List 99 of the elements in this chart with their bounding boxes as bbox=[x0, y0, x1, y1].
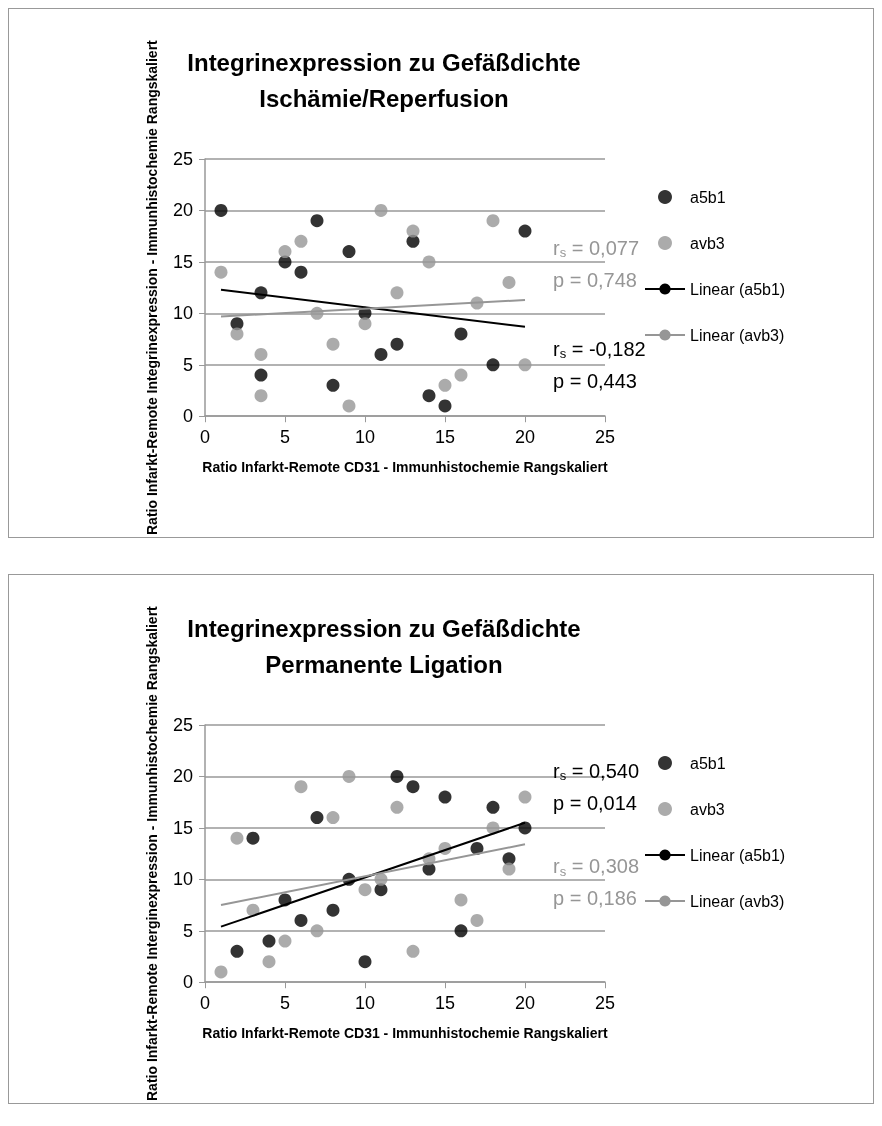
y-axis-title: Ratio Infarkt-Remote Integrinexpression - Immunhistochemie Rangskaliert bbox=[144, 39, 160, 535]
x-tick-label: 15 bbox=[434, 993, 456, 1014]
x-tick-label: 0 bbox=[199, 993, 211, 1014]
point bbox=[518, 224, 532, 238]
point bbox=[342, 769, 356, 783]
point bbox=[422, 255, 436, 269]
chart-subtitle: Permanente Ligation bbox=[265, 650, 503, 678]
y-axis-title: Ratio Infarkt-Remote Interginexpression - Immunhistochemie Rangskaliert bbox=[144, 605, 160, 1101]
chart-title: Integrinexpression zu Gefäßdichte bbox=[187, 48, 581, 76]
legend-label: a5b1 bbox=[690, 754, 726, 772]
point bbox=[294, 265, 308, 279]
point bbox=[278, 934, 292, 948]
y-tick-label: 0 bbox=[182, 406, 193, 427]
point bbox=[454, 327, 468, 341]
x-tick-label: 25 bbox=[594, 427, 616, 448]
point bbox=[438, 378, 452, 392]
point bbox=[214, 965, 228, 979]
point bbox=[246, 831, 260, 845]
point bbox=[518, 358, 532, 372]
point bbox=[422, 389, 436, 403]
x-tick-label: 10 bbox=[354, 993, 376, 1014]
y-tick-label: 20 bbox=[172, 766, 193, 787]
point bbox=[358, 317, 372, 331]
point bbox=[294, 780, 308, 794]
point bbox=[310, 214, 324, 228]
point bbox=[254, 348, 268, 361]
y-tick-label: 5 bbox=[182, 354, 193, 375]
y-tick-label: 15 bbox=[172, 251, 193, 272]
point bbox=[254, 368, 268, 382]
y-tick-label: 10 bbox=[172, 869, 193, 890]
point bbox=[374, 203, 388, 217]
point bbox=[454, 893, 468, 907]
x-tick-label: 0 bbox=[199, 427, 211, 448]
point bbox=[310, 924, 324, 938]
x-tick-label: 15 bbox=[434, 427, 456, 448]
point bbox=[502, 862, 516, 876]
point bbox=[342, 399, 356, 413]
point bbox=[358, 955, 372, 969]
y-tick-label: 25 bbox=[172, 715, 193, 735]
point bbox=[470, 914, 484, 927]
point bbox=[310, 811, 324, 825]
point bbox=[374, 872, 388, 886]
point bbox=[326, 811, 340, 825]
point bbox=[214, 203, 228, 217]
point bbox=[518, 790, 532, 804]
point bbox=[486, 214, 500, 228]
point bbox=[262, 934, 276, 948]
point bbox=[390, 769, 404, 783]
point bbox=[502, 275, 516, 289]
y-tick-label: 10 bbox=[172, 303, 193, 324]
point bbox=[438, 790, 452, 804]
point bbox=[454, 924, 468, 938]
point bbox=[230, 831, 244, 845]
legend-label: Linear (avb3) bbox=[690, 326, 785, 344]
x-tick-label: 5 bbox=[279, 993, 291, 1014]
y-tick-label: 25 bbox=[172, 149, 193, 169]
y-tick-label: 20 bbox=[172, 200, 193, 221]
point bbox=[326, 378, 340, 392]
point bbox=[278, 245, 292, 259]
point bbox=[254, 389, 268, 403]
legend-label: Linear (a5b1) bbox=[690, 280, 786, 298]
point bbox=[230, 944, 244, 958]
point bbox=[406, 224, 420, 238]
legend-label: avb3 bbox=[690, 800, 725, 818]
point bbox=[454, 368, 468, 382]
legend-label: a5b1 bbox=[690, 188, 726, 206]
point bbox=[486, 358, 500, 372]
point bbox=[390, 286, 404, 300]
point bbox=[406, 944, 420, 958]
point bbox=[326, 903, 340, 917]
x-axis-title: Ratio Infarkt-Remote CD31 - Immunhistochemie Rangskaliert bbox=[202, 1025, 608, 1042]
point bbox=[374, 348, 388, 361]
legend-label: avb3 bbox=[690, 234, 725, 252]
y-tick-label: 5 bbox=[182, 920, 193, 941]
point bbox=[294, 914, 308, 927]
x-axis-title: Ratio Infarkt-Remote CD31 - Immunhistochemie Rangskaliert bbox=[202, 459, 608, 476]
x-tick-label: 10 bbox=[354, 427, 376, 448]
point bbox=[294, 234, 308, 248]
chart-subtitle: Ischämie/Reperfusion bbox=[259, 84, 509, 112]
y-tick-label: 15 bbox=[172, 817, 193, 838]
point bbox=[326, 337, 340, 351]
chart-title: Integrinexpression zu Gefäßdichte bbox=[187, 614, 581, 642]
point bbox=[486, 800, 500, 814]
x-tick-label: 5 bbox=[279, 427, 291, 448]
point bbox=[230, 327, 244, 341]
point bbox=[342, 245, 356, 259]
point bbox=[406, 780, 420, 794]
x-tick-label: 25 bbox=[594, 993, 616, 1014]
point bbox=[214, 265, 228, 279]
y-tick-label: 0 bbox=[182, 972, 193, 993]
point bbox=[438, 399, 452, 413]
point bbox=[390, 337, 404, 351]
point bbox=[358, 883, 372, 897]
legend-label: Linear (a5b1) bbox=[690, 846, 786, 864]
point bbox=[262, 955, 276, 969]
legend-label: Linear (avb3) bbox=[690, 892, 785, 910]
x-tick-label: 20 bbox=[514, 427, 536, 448]
x-tick-label: 20 bbox=[514, 993, 536, 1014]
point bbox=[390, 800, 404, 814]
